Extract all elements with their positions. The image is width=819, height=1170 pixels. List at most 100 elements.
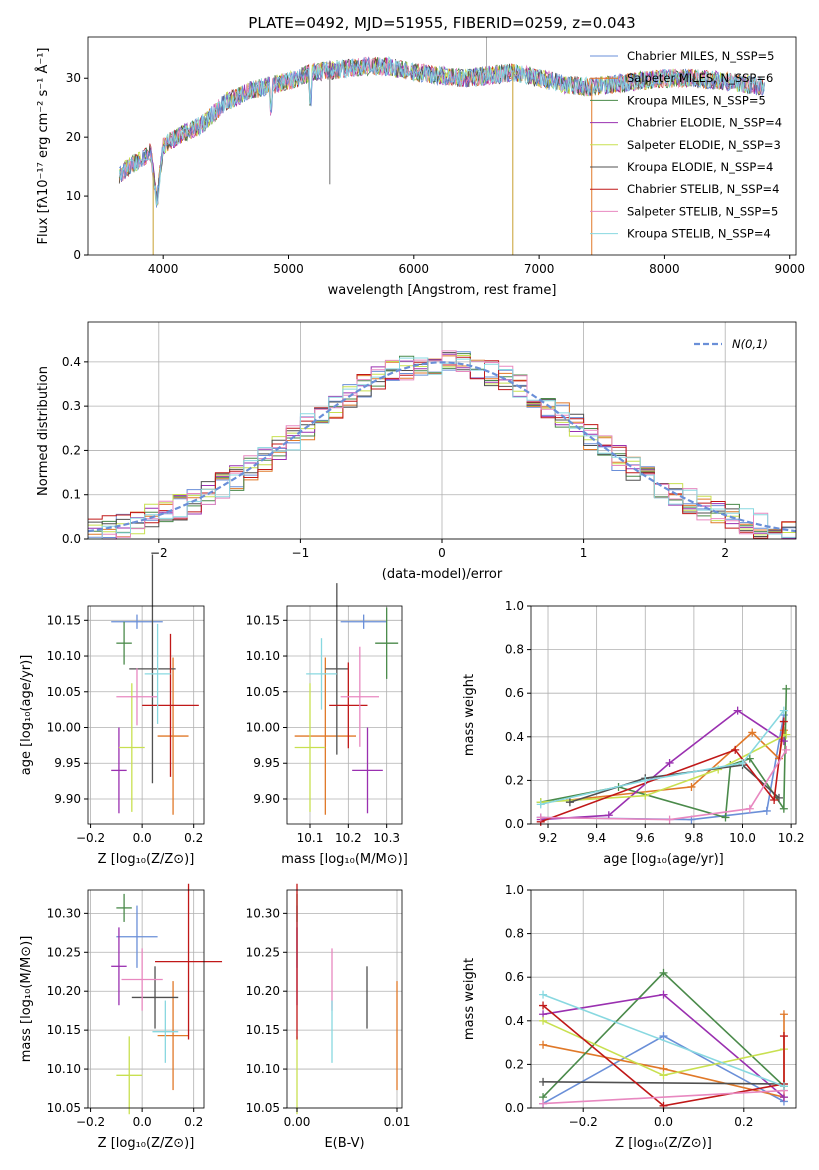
residual-xtick-label: 0 — [438, 546, 446, 560]
panel-xlabel: Z [log₁₀(Z/Z⊙)] — [98, 1136, 195, 1151]
spectrum-xtick-label: 6000 — [399, 262, 430, 276]
spectrum-series-line — [118, 56, 765, 206]
weight-line — [540, 710, 785, 806]
panel-ytick-label: 0.2 — [505, 773, 524, 787]
spectrum-xlabel: wavelength [Angstrom, rest frame] — [328, 283, 557, 298]
panel-xtick-label: 10.1 — [297, 831, 324, 845]
weight-marker — [774, 793, 783, 802]
panel-xtick-label: 0.0 — [133, 1115, 152, 1129]
panel-ylabel: age [log₁₀(age/yr)] — [19, 655, 34, 776]
panel-ytick-label: 10.30 — [47, 906, 81, 920]
panel-xlabel: age [log₁₀(age/yr)] — [603, 852, 724, 867]
panel-ytick-label: 0.8 — [505, 927, 524, 941]
residual-ytick-label: 0.0 — [62, 532, 81, 546]
panel-ytick-label: 9.90 — [54, 792, 81, 806]
legend-label: Kroupa MILES, N_SSP=5 — [627, 93, 766, 107]
panel-ytick-label: 1.0 — [505, 883, 524, 897]
weight-marker — [539, 1099, 548, 1108]
panel-ytick-label: 0.2 — [505, 1057, 524, 1071]
spectrum-series-line — [118, 56, 765, 204]
mass-vs-extinction-panel: 0.00 0.01 10.05 10.10 10.15 10.20 10.25 10.30 E(… — [246, 883, 410, 1151]
residual-ytick-label: 0.1 — [62, 488, 81, 502]
panel-ytick-label: 10.10 — [246, 1062, 280, 1076]
weight-marker — [762, 806, 771, 815]
legend-label: Chabrier ELODIE, N_SSP=4 — [627, 116, 782, 130]
weight-line — [542, 1081, 785, 1085]
panel-xtick-label: 10.2 — [335, 831, 362, 845]
spectrum-ytick-label: 10 — [66, 189, 81, 203]
panel-ylabel: mass weight — [462, 674, 477, 756]
panel-xtick-label: −0.2 — [569, 1115, 598, 1129]
panel-xtick-label: 0.2 — [184, 1115, 203, 1129]
weight-line — [542, 1004, 785, 1107]
panel-xtick-label: 10.3 — [373, 831, 400, 845]
weight-marker — [659, 990, 668, 999]
panel-xtick-label: 0.2 — [184, 831, 203, 845]
panel-ytick-label: 10.10 — [246, 649, 280, 663]
panel-ytick-label: 10.10 — [47, 1062, 81, 1076]
panel-xtick-label: −0.2 — [76, 831, 105, 845]
panel-frame — [286, 889, 403, 1109]
weight-marker — [779, 1032, 788, 1041]
panel-ytick-label: 9.95 — [253, 756, 280, 770]
residual-ylabel: Normed distribution — [36, 366, 51, 496]
weight-marker — [687, 782, 696, 791]
residual-ytick-label: 0.3 — [62, 399, 81, 413]
spectrum-xtick-label: 4000 — [148, 262, 179, 276]
panel-frame — [87, 889, 205, 1109]
residual-xtick-label: 1 — [580, 546, 588, 560]
weight-line — [542, 993, 785, 1087]
legend-label: Kroupa STELIB, N_SSP=4 — [627, 227, 771, 241]
weight-vs-metallicity-panel: −0.2 0.0 0.2 0.0 0.2 0.4 0.6 0.8 1.0 Z [log₁₀(Z/Z… — [462, 883, 797, 1151]
panel-xtick-label: 0.0 — [654, 1115, 673, 1129]
weight-marker — [721, 813, 730, 822]
weight-marker — [565, 798, 574, 807]
weight-marker — [748, 728, 757, 737]
panel-ytick-label: 0.6 — [505, 970, 524, 984]
panel-xtick-label: 9.2 — [538, 831, 557, 845]
panel-xtick-label: 10.2 — [778, 831, 805, 845]
spectrum-ytick-label: 20 — [66, 130, 81, 144]
panel-ytick-label: 10.25 — [246, 945, 280, 959]
weight-marker — [641, 776, 650, 785]
panel-ytick-label: 10.05 — [246, 685, 280, 699]
residual-histograms — [87, 350, 797, 540]
residual-histogram — [88, 357, 796, 540]
panel-xlabel: Z [log₁₀(Z/Z⊙)] — [615, 1136, 712, 1151]
spectrum-frame — [87, 36, 797, 256]
weight-marker — [745, 804, 754, 813]
panel-ytick-label: 10.30 — [246, 906, 280, 920]
weight-marker — [536, 800, 545, 809]
panel-ytick-label: 0.4 — [505, 1014, 524, 1028]
weight-marker — [641, 791, 650, 800]
weight-marker — [779, 1082, 788, 1091]
panel-xtick-label: 0.00 — [284, 1115, 311, 1129]
legend-label: Salpeter ELODIE, N_SSP=3 — [627, 138, 781, 152]
panel-ytick-label: 10.00 — [246, 721, 280, 735]
weight-marker — [779, 804, 788, 813]
residual-ytick-label: 0.4 — [62, 355, 81, 369]
spectrum-xtick-label: 8000 — [649, 262, 680, 276]
weight-marker — [536, 813, 545, 822]
spectrum-xtick-label: 5000 — [273, 262, 304, 276]
panel-xtick-label: −0.2 — [76, 1115, 105, 1129]
weight-marker — [539, 1077, 548, 1086]
panel-ylabel: mass [log₁₀(M/M⊙)] — [19, 936, 34, 1063]
legend-label: Kroupa ELODIE, N_SSP=4 — [627, 160, 773, 174]
panel-ytick-label: 10.25 — [47, 945, 81, 959]
panel-xtick-label: 9.4 — [587, 831, 606, 845]
panel-ylabel: mass weight — [462, 958, 477, 1040]
weight-marker — [779, 706, 788, 715]
weight-marker — [782, 684, 791, 693]
residual-ticks: −2 −1 0 1 2 0.0 0.1 0.2 0.3 0.4 — [62, 355, 729, 560]
panel-frame — [530, 605, 797, 825]
weight-vs-age-panel: 9.2 9.4 9.6 9.8 10.0 10.2 0.0 0.2 0.4 0.6 0.8 1.0 ag… — [462, 599, 804, 867]
panel-ytick-label: 0.8 — [505, 643, 524, 657]
spectrum-title: PLATE=0492, MJD=51955, FIBERID=0259, z=0… — [248, 14, 635, 32]
weight-line — [540, 714, 785, 821]
weight-marker — [539, 1001, 548, 1010]
spectrum-ytick-label: 30 — [66, 71, 81, 85]
spectrum-ytick-label: 0 — [73, 248, 81, 262]
panel-frame — [286, 605, 403, 825]
